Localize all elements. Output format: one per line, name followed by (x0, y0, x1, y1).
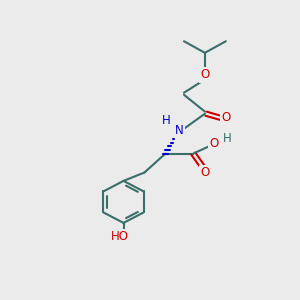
Text: O: O (200, 68, 209, 81)
Text: HO: HO (111, 230, 129, 243)
Text: O: O (200, 167, 209, 179)
Text: O: O (221, 111, 230, 124)
Text: H: H (223, 132, 231, 145)
Text: H: H (162, 113, 171, 127)
Text: O: O (210, 136, 219, 150)
Text: N: N (175, 124, 184, 137)
